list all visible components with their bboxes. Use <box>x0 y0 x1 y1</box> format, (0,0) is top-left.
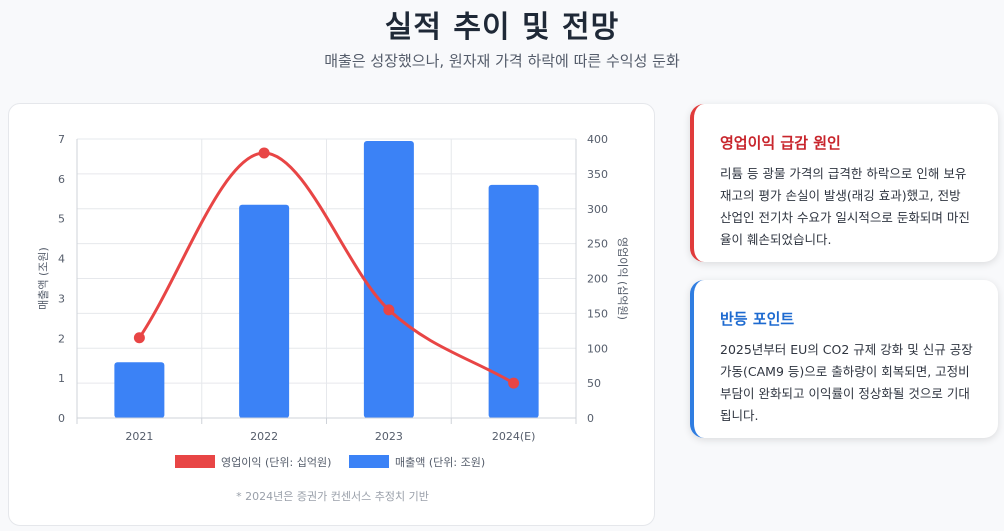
y-tick-label-left: 3 <box>58 292 65 305</box>
line-operating-profit <box>138 151 515 385</box>
bar-revenue-2022 <box>239 204 290 418</box>
y-tick-label-left: 0 <box>58 412 65 425</box>
y-axis-title-left: 매출액 (조원) <box>37 247 50 310</box>
legend-label-1: 매출액 (단위: 조원) <box>395 456 485 469</box>
info-card-title: 영업이익 급감 원인 <box>720 134 841 152</box>
y-tick-label-right: 350 <box>587 168 608 181</box>
point-operating-profit-2023 <box>383 304 395 316</box>
y-tick-label-right: 400 <box>587 133 608 146</box>
y-tick-label-left: 6 <box>58 173 65 186</box>
y-tick-label-right: 250 <box>587 238 608 251</box>
y-tick-label-left: 7 <box>58 133 65 146</box>
x-tick-label: 2021 <box>125 430 153 443</box>
info-card-body: 2025년부터 EU의 CO2 규제 강화 및 신규 공장 가동(CAM9 등)… <box>720 342 973 423</box>
y-axis-title-right: 영업이익 (십억원) <box>616 237 629 320</box>
y-tick-label-right: 200 <box>587 273 608 286</box>
page-subtitle: 매출은 성장했으나, 원자재 가격 하락에 따른 수익성 둔화 <box>324 52 680 70</box>
info-card-body: 리튬 등 광물 가격의 급격한 하락으로 인해 보유 재고의 평가 손실이 발생… <box>720 166 970 247</box>
legend-swatch-0 <box>175 455 215 468</box>
chart-svg: 0 1 2 3 4 5 6 7 0 50 100 150 200 250 300 350 400 2021 2022… <box>37 133 629 469</box>
y-tick-label-right: 50 <box>587 377 601 390</box>
chart-footnote: * 2024년은 증권가 컨센서스 추정치 기반 <box>236 490 429 503</box>
bar-revenue-2024(E) <box>488 184 539 418</box>
y-tick-label-right: 100 <box>587 342 608 355</box>
y-tick-label-left: 4 <box>58 253 65 266</box>
point-operating-profit-2022 <box>258 147 270 159</box>
point-operating-profit-2024(E) <box>508 377 520 389</box>
x-tick-label: 2024(E) <box>492 430 536 443</box>
y-tick-label-right: 150 <box>587 307 608 320</box>
info-card-title: 반등 포인트 <box>720 310 795 328</box>
info-card-rebound-point: 반등 포인트 2025년부터 EU의 CO2 규제 강화 및 신규 공장 가동(… <box>690 280 998 438</box>
point-operating-profit-2021 <box>133 332 145 344</box>
info-card-decline-cause: 영업이익 급감 원인 리튬 등 광물 가격의 급격한 하락으로 인해 보유 재고… <box>690 104 998 262</box>
legend-label-0: 영업이익 (단위: 십억원) <box>221 456 331 469</box>
x-tick-label: 2022 <box>250 430 278 443</box>
legend-swatch-1 <box>349 455 389 468</box>
bar-revenue-2021 <box>114 362 165 418</box>
y-tick-label-left: 1 <box>58 372 65 385</box>
y-tick-label-right: 0 <box>587 412 594 425</box>
bar-revenue-2023 <box>363 140 414 418</box>
y-tick-label-left: 2 <box>58 332 65 345</box>
x-tick-label: 2023 <box>375 430 403 443</box>
page-title: 실적 추이 및 전망 <box>384 10 620 45</box>
y-tick-label-right: 300 <box>587 203 608 216</box>
y-tick-label-left: 5 <box>58 213 65 226</box>
chart-card: 0 1 2 3 4 5 6 7 0 50 100 150 200 250 300 350 400 2021 2022… <box>8 103 655 526</box>
